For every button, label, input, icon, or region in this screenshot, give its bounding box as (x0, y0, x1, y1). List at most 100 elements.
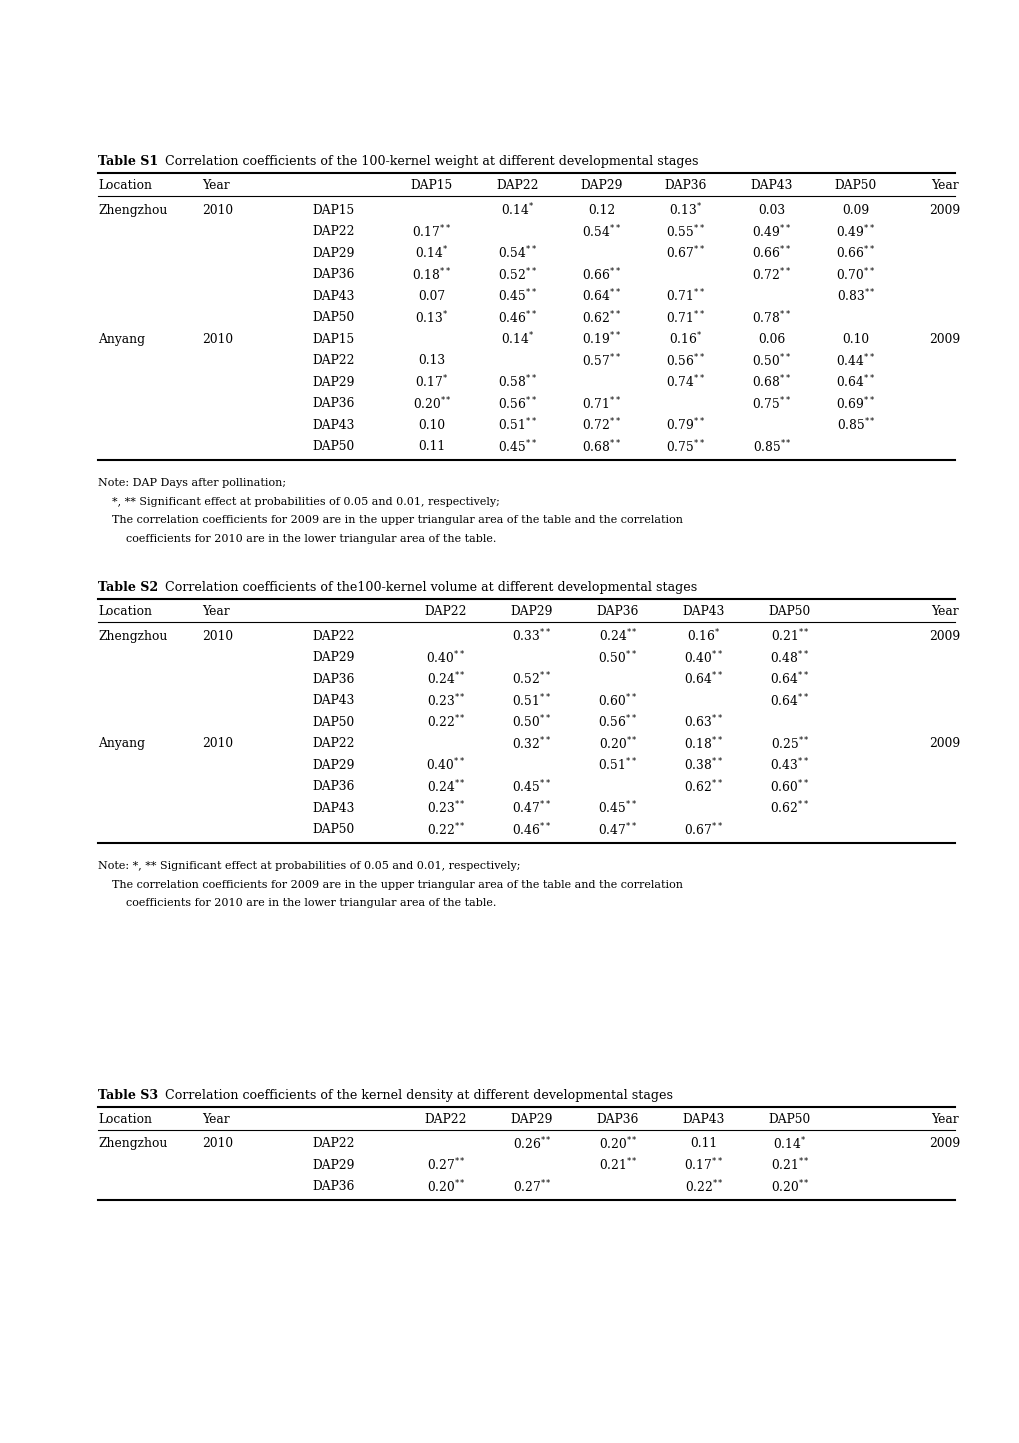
Text: 0.66$^{**}$: 0.66$^{**}$ (582, 267, 621, 283)
Text: DAP29: DAP29 (511, 1113, 552, 1126)
Text: Note: *, ** Significant effect at probabilities of 0.05 and 0.01, respectively;: Note: *, ** Significant effect at probab… (98, 861, 520, 872)
Text: DAP36: DAP36 (312, 672, 354, 685)
Text: 0.62$^{**}$: 0.62$^{**}$ (684, 778, 722, 795)
Text: 0.64$^{**}$: 0.64$^{**}$ (769, 693, 809, 709)
Text: DAP29: DAP29 (312, 375, 355, 388)
Text: DAP36: DAP36 (312, 1180, 354, 1193)
Text: DAP36: DAP36 (596, 606, 639, 619)
Text: 0.49$^{**}$: 0.49$^{**}$ (836, 224, 875, 240)
Text: DAP22: DAP22 (496, 179, 539, 192)
Text: 0.09: 0.09 (842, 203, 869, 216)
Text: 0.14$^{*}$: 0.14$^{*}$ (500, 330, 534, 348)
Text: 0.06: 0.06 (758, 333, 785, 346)
Text: Table S2: Table S2 (98, 582, 158, 595)
Text: DAP50: DAP50 (312, 312, 354, 325)
Text: 0.43$^{**}$: 0.43$^{**}$ (769, 758, 809, 773)
Text: 0.62$^{**}$: 0.62$^{**}$ (582, 309, 621, 326)
Text: DAP36: DAP36 (312, 781, 354, 794)
Text: 0.51$^{**}$: 0.51$^{**}$ (498, 417, 537, 433)
Text: DAP36: DAP36 (312, 397, 354, 410)
Text: Table S3: Table S3 (98, 1088, 158, 1101)
Text: 0.40$^{**}$: 0.40$^{**}$ (684, 649, 722, 667)
Text: DAP22: DAP22 (312, 737, 355, 750)
Text: 0.21$^{**}$: 0.21$^{**}$ (769, 1157, 809, 1173)
Text: 0.25$^{**}$: 0.25$^{**}$ (769, 736, 809, 752)
Text: Year: Year (202, 1113, 229, 1126)
Text: DAP36: DAP36 (312, 268, 354, 281)
Text: 0.68$^{**}$: 0.68$^{**}$ (582, 439, 621, 455)
Text: *, ** Significant effect at probabilities of 0.05 and 0.01, respectively;: *, ** Significant effect at probabilitie… (98, 496, 499, 506)
Text: 0.11: 0.11 (690, 1137, 716, 1150)
Text: 0.71$^{**}$: 0.71$^{**}$ (582, 395, 621, 413)
Text: 2010: 2010 (202, 203, 233, 216)
Text: 0.54$^{**}$: 0.54$^{**}$ (582, 224, 621, 240)
Text: Year: Year (930, 1113, 958, 1126)
Text: 0.20$^{**}$: 0.20$^{**}$ (769, 1179, 809, 1195)
Text: 0.64$^{**}$: 0.64$^{**}$ (769, 671, 809, 687)
Text: 0.45$^{**}$: 0.45$^{**}$ (498, 289, 537, 304)
Text: 0.13$^{*}$: 0.13$^{*}$ (415, 309, 448, 326)
Text: DAP50: DAP50 (768, 606, 810, 619)
Text: 0.32$^{**}$: 0.32$^{**}$ (512, 736, 551, 752)
Text: 0.20$^{**}$: 0.20$^{**}$ (598, 736, 637, 752)
Text: 0.40$^{**}$: 0.40$^{**}$ (426, 649, 466, 667)
Text: 0.20$^{**}$: 0.20$^{**}$ (412, 395, 451, 413)
Text: 0.50$^{**}$: 0.50$^{**}$ (598, 649, 637, 667)
Text: 0.48$^{**}$: 0.48$^{**}$ (769, 649, 809, 667)
Text: 0.79$^{**}$: 0.79$^{**}$ (665, 417, 705, 433)
Text: DAP50: DAP50 (835, 179, 876, 192)
Text: 0.75$^{**}$: 0.75$^{**}$ (665, 439, 705, 455)
Text: The correlation coefficients for 2009 are in the upper triangular area of the ta: The correlation coefficients for 2009 ar… (98, 515, 683, 525)
Text: 0.27$^{**}$: 0.27$^{**}$ (512, 1179, 551, 1195)
Text: 0.11: 0.11 (418, 440, 445, 453)
Text: 0.51$^{**}$: 0.51$^{**}$ (598, 758, 637, 773)
Text: Correlation coefficients of the kernel density at different developmental stages: Correlation coefficients of the kernel d… (161, 1088, 673, 1101)
Text: 0.46$^{**}$: 0.46$^{**}$ (512, 821, 551, 838)
Text: 0.66$^{**}$: 0.66$^{**}$ (836, 245, 874, 261)
Text: Year: Year (202, 179, 229, 192)
Text: DAP43: DAP43 (312, 694, 354, 707)
Text: 0.10: 0.10 (842, 333, 869, 346)
Text: 0.14$^{*}$: 0.14$^{*}$ (500, 202, 534, 218)
Text: Note: DAP Days after pollination;: Note: DAP Days after pollination; (98, 478, 286, 488)
Text: 0.63$^{**}$: 0.63$^{**}$ (684, 714, 722, 730)
Text: 0.40$^{**}$: 0.40$^{**}$ (426, 758, 466, 773)
Text: 0.56$^{**}$: 0.56$^{**}$ (498, 395, 537, 413)
Text: Anyang: Anyang (98, 333, 145, 346)
Text: 0.49$^{**}$: 0.49$^{**}$ (752, 224, 791, 240)
Text: 0.52$^{**}$: 0.52$^{**}$ (512, 671, 551, 687)
Text: 0.54$^{**}$: 0.54$^{**}$ (498, 245, 537, 261)
Text: 0.50$^{**}$: 0.50$^{**}$ (752, 352, 791, 369)
Text: 0.17$^{**}$: 0.17$^{**}$ (684, 1157, 722, 1173)
Text: 0.58$^{**}$: 0.58$^{**}$ (498, 374, 537, 391)
Text: Zhengzhou: Zhengzhou (98, 629, 167, 642)
Text: 0.24$^{**}$: 0.24$^{**}$ (426, 778, 465, 795)
Text: DAP22: DAP22 (312, 225, 355, 238)
Text: 0.64$^{**}$: 0.64$^{**}$ (684, 671, 722, 687)
Text: 2009: 2009 (928, 203, 960, 216)
Text: 0.60$^{**}$: 0.60$^{**}$ (598, 693, 637, 709)
Text: 0.64$^{**}$: 0.64$^{**}$ (582, 289, 621, 304)
Text: 0.44$^{**}$: 0.44$^{**}$ (836, 352, 875, 369)
Text: 0.16$^{*}$: 0.16$^{*}$ (668, 330, 702, 348)
Text: 2010: 2010 (202, 1137, 233, 1150)
Text: 0.17$^{*}$: 0.17$^{*}$ (415, 374, 448, 391)
Text: 0.45$^{**}$: 0.45$^{**}$ (512, 778, 551, 795)
Text: 0.20$^{**}$: 0.20$^{**}$ (426, 1179, 465, 1195)
Text: Zhengzhou: Zhengzhou (98, 1137, 167, 1150)
Text: 2010: 2010 (202, 629, 233, 642)
Text: 0.03: 0.03 (758, 203, 785, 216)
Text: DAP36: DAP36 (664, 179, 706, 192)
Text: 2009: 2009 (928, 737, 960, 750)
Text: 0.22$^{**}$: 0.22$^{**}$ (426, 714, 465, 730)
Text: DAP22: DAP22 (312, 1137, 355, 1150)
Text: Zhengzhou: Zhengzhou (98, 203, 167, 216)
Text: 0.78$^{**}$: 0.78$^{**}$ (752, 309, 791, 326)
Text: Correlation coefficients of the100-kernel volume at different developmental stag: Correlation coefficients of the100-kerne… (161, 582, 697, 595)
Text: 0.19$^{**}$: 0.19$^{**}$ (582, 330, 621, 348)
Text: 0.16$^{*}$: 0.16$^{*}$ (687, 628, 720, 645)
Text: 0.51$^{**}$: 0.51$^{**}$ (512, 693, 551, 709)
Text: DAP29: DAP29 (312, 247, 355, 260)
Text: DAP15: DAP15 (411, 179, 452, 192)
Text: 2009: 2009 (928, 333, 960, 346)
